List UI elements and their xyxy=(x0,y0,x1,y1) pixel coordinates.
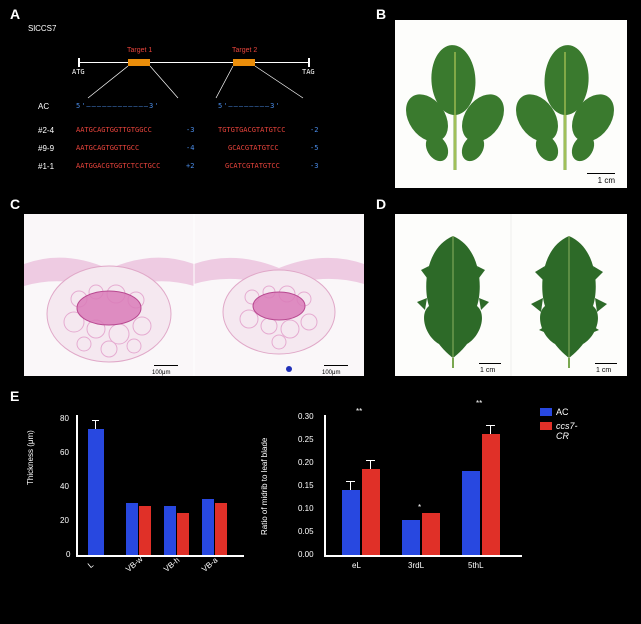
bar-el-cr xyxy=(362,469,380,555)
del-right-3: -3 xyxy=(310,162,318,170)
bar-el-ac xyxy=(342,490,360,555)
legend-swatch-cr xyxy=(540,422,552,430)
histo-image xyxy=(24,214,364,376)
scale-bar-b xyxy=(587,173,615,174)
bar-5l-ac xyxy=(462,471,480,555)
panel-b: 1 cm xyxy=(395,20,627,188)
y-axis-left xyxy=(76,415,78,555)
scale-text-d2: 1 cm xyxy=(596,367,611,374)
bar-vbw-ac xyxy=(126,503,138,555)
scale-bar-c2 xyxy=(324,365,348,366)
xlabel-vbh: VB-h xyxy=(162,556,181,574)
bar-vbh-cr xyxy=(177,513,189,555)
chart-left: Thickness (μm) 0 20 40 60 80 L VB-w VB-h… xyxy=(40,405,250,605)
bar-5l-cr xyxy=(482,434,500,555)
xlabel-vba: VB-a xyxy=(200,556,219,574)
scale-bar-c1 xyxy=(154,365,178,366)
seq-right-3: GCATCGTATGTCC xyxy=(225,162,280,170)
xlabel-5l: 5thL xyxy=(468,561,484,570)
del-left-1: -3 xyxy=(186,126,194,134)
ylabel-right: Ratio of midrib to leaf blade xyxy=(260,438,269,535)
panel-label-b: B xyxy=(376,6,386,22)
bar-3l-ac xyxy=(402,520,420,555)
seq-right-1: TGTGTGACGTATGTCC xyxy=(218,126,285,134)
del-right-2: -5 xyxy=(310,144,318,152)
panel-d: 1 cm 1 cm xyxy=(395,214,627,376)
leaf-image-b xyxy=(395,20,627,188)
panel-c: 100μm 100μm xyxy=(24,214,364,376)
scale-text-c1: 100μm xyxy=(152,370,170,376)
mutant-label-1: #2-4 xyxy=(38,126,54,135)
wt-seq-left: 5'————————————3' xyxy=(76,102,159,110)
legend-cr: ccs7-CR xyxy=(556,421,578,441)
scale-bar-d1 xyxy=(479,363,501,364)
xlabel-el: eL xyxy=(352,561,361,570)
mutant-label-2: #9-9 xyxy=(38,144,54,153)
panel-label-c: C xyxy=(10,196,20,212)
legend-swatch-ac xyxy=(540,408,552,416)
sig-5l: ** xyxy=(476,399,482,408)
scale-text-d1: 1 cm xyxy=(480,367,495,374)
legend-ac: AC xyxy=(556,407,569,417)
ylabel-left: Thickness (μm) xyxy=(26,430,35,485)
sig-el: ** xyxy=(356,407,362,416)
xlabel-vbw: VB-w xyxy=(124,555,144,574)
scale-text-b: 1 cm xyxy=(598,176,615,185)
xlabel-3l: 3rdL xyxy=(408,561,424,570)
del-left-2: -4 xyxy=(186,144,194,152)
mutant-label-3: #1-1 xyxy=(38,162,54,171)
bar-3l-cr xyxy=(422,513,440,555)
panel-a: SlCCS7 Target 1 Target 2 ATG TAG AC #2-4… xyxy=(28,20,358,190)
bar-vbw-cr xyxy=(139,506,151,555)
x-axis-left xyxy=(76,555,244,557)
del-left-3: +2 xyxy=(186,162,194,170)
bar-l-ac xyxy=(88,429,104,555)
scale-text-c2: 100μm xyxy=(322,370,340,376)
bar-vba-cr xyxy=(215,503,227,555)
seq-right-2: GCACGTATGTCC xyxy=(228,144,279,152)
bar-vba-ac xyxy=(202,499,214,555)
wt-seq-right: 5'————————3' xyxy=(218,102,281,110)
seq-left-3: AATGGACGTGGTCTCCTGCC xyxy=(76,162,160,170)
bar-vbh-ac xyxy=(164,506,176,555)
y-axis-right xyxy=(324,415,326,555)
seq-left-1: AATGCAGTGGTTGTGGCC xyxy=(76,126,152,134)
scale-bar-d2 xyxy=(595,363,617,364)
panel-label-a: A xyxy=(10,6,20,22)
panel-label-d: D xyxy=(376,196,386,212)
del-right-1: -2 xyxy=(310,126,318,134)
panel-label-e: E xyxy=(10,388,19,404)
leaf-image-d xyxy=(395,214,627,376)
sig-3l: * xyxy=(418,503,421,512)
chart-right: Ratio of midrib to leaf blade 0.00 0.05 … xyxy=(280,405,530,605)
xlabel-l: L xyxy=(86,560,95,570)
seq-left-2: AATGCAGTGGTTGCC xyxy=(76,144,139,152)
x-axis-right xyxy=(324,555,522,557)
